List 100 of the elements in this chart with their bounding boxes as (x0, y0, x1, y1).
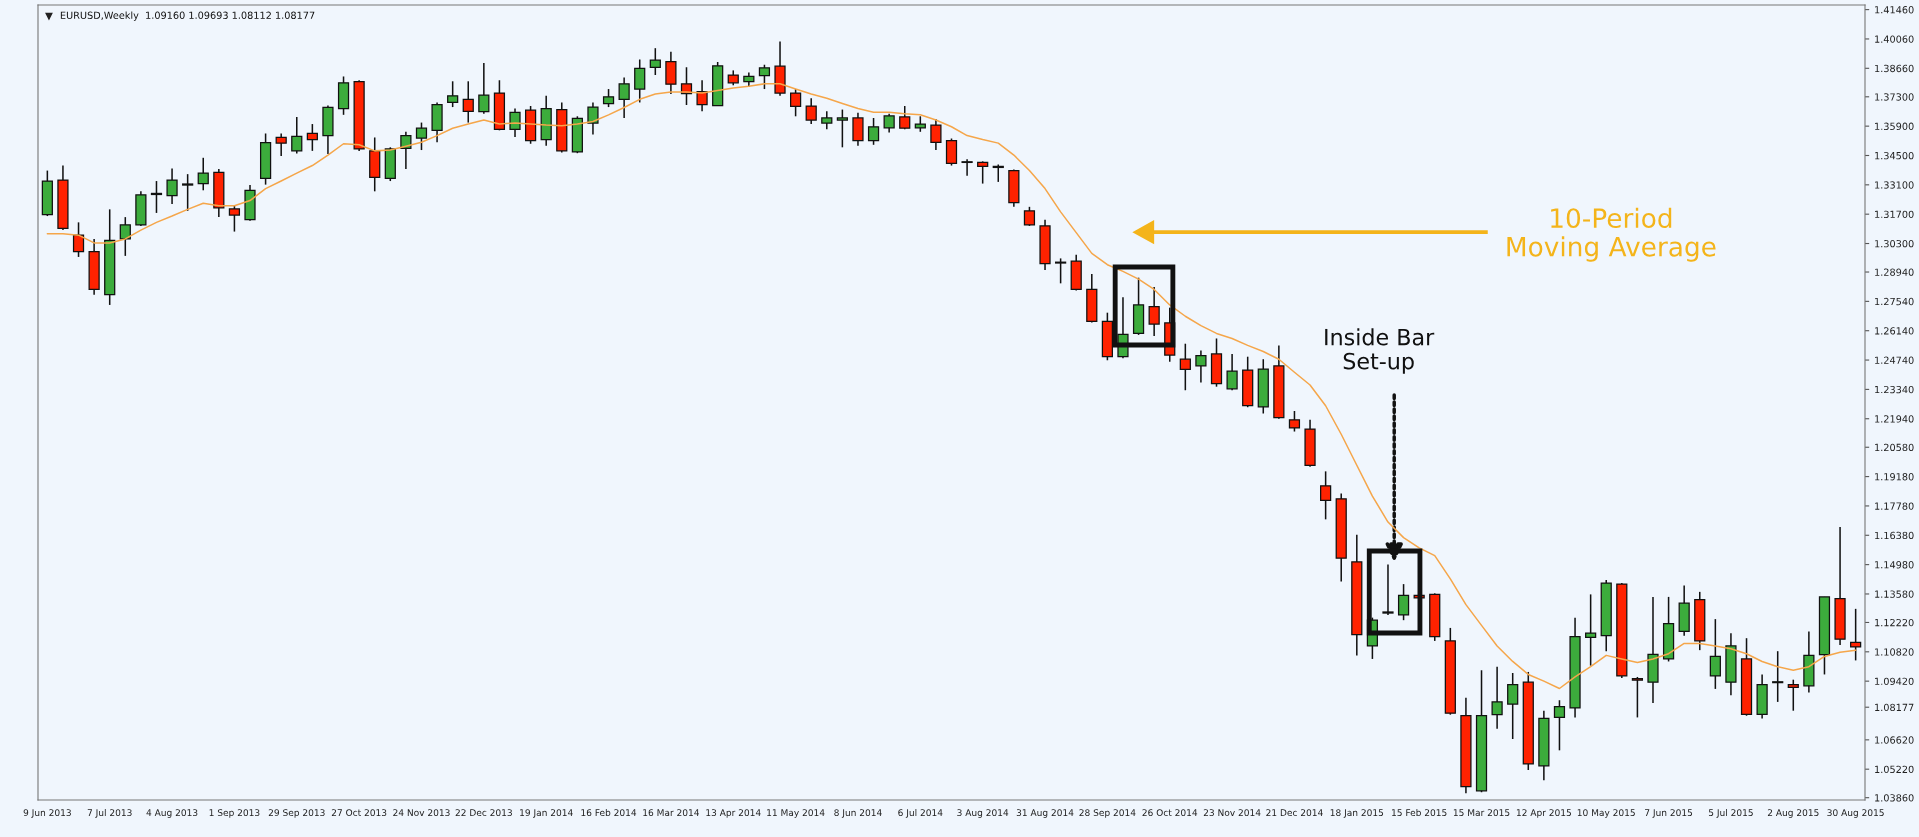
y-tick-label: 1.03860 (1875, 794, 1914, 802)
x-tick-label: 27 Oct 2013 (331, 809, 387, 817)
y-tick-label: 1.16380 (1875, 531, 1914, 540)
candlestick (462, 80, 474, 124)
y-tick-label: 1.30300 (1875, 240, 1914, 248)
candlestick (758, 63, 771, 90)
y-tick-label: 1.28940 (1875, 268, 1914, 276)
y-tick-label: 1.23340 (1875, 385, 1914, 394)
y-tick-label: 1.05220 (1875, 765, 1914, 774)
x-tick-label: 28 Sep 2014 (1079, 809, 1136, 818)
candlestick (1320, 470, 1332, 521)
candlestick (197, 157, 209, 192)
candlestick (1772, 650, 1784, 703)
candlestick (1397, 583, 1410, 621)
x-tick-label: 1 Sep 2013 (209, 809, 260, 818)
x-tick-label: 5 Jul 2015 (1708, 809, 1753, 818)
y-tick-label: 1.13580 (1875, 590, 1914, 598)
candlestick (1023, 206, 1036, 227)
y-tick-label: 1.12220 (1875, 618, 1914, 627)
candlestick (306, 123, 318, 152)
candlestick (1288, 410, 1301, 433)
y-tick-label: 1.24740 (1875, 356, 1914, 364)
x-tick-label: 9 Jun 2013 (23, 809, 71, 818)
y-tick-label: 1.35900 (1875, 122, 1914, 130)
candlestick (587, 101, 599, 136)
y-tick-label: 1.21940 (1875, 415, 1914, 423)
y-tick-label: 1.26140 (1875, 327, 1914, 335)
y-tick-label: 1.34500 (1875, 151, 1914, 160)
y-tick-label: 1.38660 (1875, 64, 1914, 73)
y-tick-label: 1.27540 (1875, 297, 1914, 306)
candlestick (852, 111, 864, 147)
candlestick (634, 58, 646, 104)
candlestick (789, 88, 802, 118)
candlestick (1507, 672, 1519, 740)
line-series (46, 83, 1857, 690)
x-tick-label: 21 Dec 2014 (1266, 809, 1323, 817)
candlestick (478, 62, 490, 115)
candlestick (1226, 353, 1238, 392)
candlestick (867, 117, 880, 146)
candlestick (665, 50, 677, 95)
candlestick (1553, 699, 1566, 752)
candlestick (602, 88, 615, 108)
candlestick (821, 110, 833, 131)
x-tick-label: 2 Aug 2015 (1767, 809, 1819, 818)
x-tick-label: 16 Feb 2014 (581, 809, 637, 817)
candlestick (649, 47, 661, 76)
candlestick (945, 137, 958, 167)
y-tick-label: 1.20580 (1875, 443, 1914, 452)
x-tick-label: 23 Nov 2014 (1203, 809, 1261, 817)
candlestick (1148, 286, 1160, 337)
candlestick (150, 180, 163, 214)
x-tick-label: 8 Jun 2014 (834, 809, 882, 818)
candlestick (228, 204, 241, 233)
candlestick (1631, 676, 1644, 719)
candlestick (930, 118, 942, 151)
x-tick-label: 3 Aug 2014 (957, 809, 1009, 818)
x-tick-label: 13 Apr 2014 (706, 809, 761, 818)
candlestick (1787, 678, 1799, 712)
y-tick-label: 1.40060 (1875, 35, 1914, 43)
candlestick (961, 158, 973, 177)
candlestick (836, 108, 848, 149)
y-tick-label: 1.33100 (1875, 181, 1914, 189)
y-tick-label: 1.09420 (1875, 677, 1914, 685)
annotation: Inside Bar Set-up (1325, 328, 1435, 374)
candlestick (275, 132, 287, 157)
x-tick-label: 15 Feb 2015 (1392, 809, 1447, 817)
candlestick (1179, 342, 1191, 392)
candlestick (166, 167, 178, 205)
text: EURUSD,Weekly 1.09160 1.09693 1.08112 1.08177 (60, 11, 315, 21)
candlestick (977, 160, 989, 185)
y-tick-label: 1.31700 (1875, 210, 1914, 219)
candlestick (1055, 257, 1067, 285)
x-tick-label: 29 Sep 2013 (268, 809, 325, 818)
x-tick-label: 26 Oct 2014 (1142, 809, 1198, 817)
candlestick (1491, 665, 1503, 730)
x-tick-label: 11 May 2014 (767, 809, 825, 818)
y-tick-label: 1.06620 (1875, 736, 1914, 744)
x-tick-label: 15 Mar 2015 (1453, 809, 1510, 817)
x-tick-label: 6 Jul 2014 (898, 809, 943, 818)
y-tick-label: 1.08177 (1875, 703, 1914, 712)
y-tick-label: 1.14980 (1875, 561, 1914, 569)
candlestick (1382, 563, 1394, 616)
x-tick-label: 31 Aug 2014 (1016, 809, 1074, 818)
x-tick-label: 18 Jan 2015 (1330, 809, 1384, 818)
candlestick (805, 97, 817, 125)
candlestick (72, 221, 85, 258)
candlestick (1850, 608, 1862, 662)
x-tick-label: 12 Apr 2015 (1516, 809, 1571, 818)
y-tick-label: 1.37300 (1875, 93, 1914, 101)
x-tick-label: 22 Dec 2013 (455, 809, 512, 817)
x-tick-label: 7 Jul 2013 (87, 809, 132, 818)
x-tick-label: 19 Jan 2014 (520, 809, 573, 818)
candlestick (696, 79, 708, 113)
x-tick-label: 7 Jun 2015 (1645, 809, 1693, 818)
x-tick-label: 10 May 2015 (1577, 809, 1635, 818)
candlestick (400, 131, 412, 170)
candlestick (1709, 618, 1721, 690)
candlestick (447, 80, 459, 108)
candlestick (509, 107, 521, 138)
y-tick-label: 1.41460 (1875, 6, 1914, 14)
